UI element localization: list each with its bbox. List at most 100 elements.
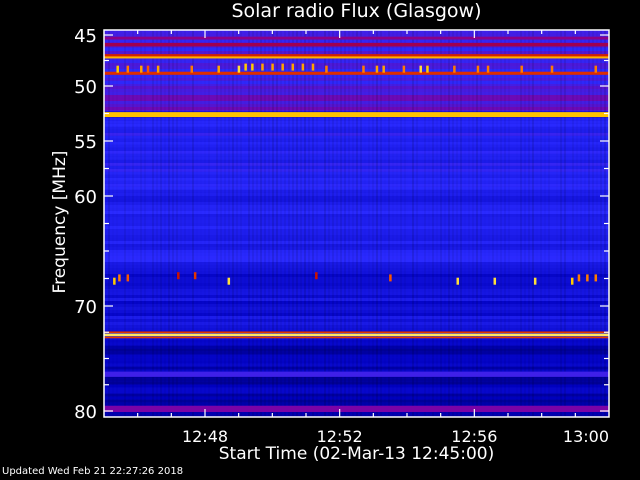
burst-mark [389,274,392,282]
noise-column [460,30,462,417]
background-row [104,235,609,238]
burst-mark [382,65,385,73]
noise-column [528,30,530,417]
background-row [104,348,609,352]
background-row [104,177,609,181]
background-row [104,399,609,403]
background-row [104,411,609,415]
background-row [104,402,609,406]
burst-mark [570,277,574,285]
noise-column [144,30,146,417]
background-row [104,78,609,81]
y-axis-label: Frequency [MHz] [50,150,70,294]
burst-mark [315,272,318,280]
background-row [104,369,609,373]
noise-column [344,30,346,417]
noise-column [248,30,250,417]
background-row [104,135,609,139]
background-row [104,289,609,292]
noise-column [280,30,282,417]
background-row [104,98,609,101]
background-row [104,250,609,253]
burst-mark [177,272,180,280]
background-row [104,390,609,394]
noise-column [468,30,470,417]
background-row [104,357,609,361]
background-row [104,226,609,229]
background-row [104,247,609,250]
background-row [104,205,609,208]
burst-mark [244,63,247,71]
background-row [104,274,609,277]
frequency-band [104,336,609,339]
chart-title: Solar radio Flux (Glasgow) [231,0,482,22]
noise-column [452,30,454,417]
noise-column [236,30,238,417]
background-row [104,223,609,226]
noise-column [172,30,174,417]
noise-column [600,30,602,417]
background-row [104,271,609,274]
background-row [104,238,609,241]
noise-column [352,30,354,417]
noise-column [176,30,178,417]
x-tick-label: 12:48 [182,427,228,446]
noise-column [316,30,318,417]
background-row [104,265,609,268]
background-row [104,159,609,163]
background-row [104,199,609,202]
noise-column [124,30,126,417]
background-row [104,241,609,244]
burst-mark [237,65,241,73]
burst-mark [520,65,523,73]
noise-column [412,30,414,417]
background-row [104,33,609,36]
noise-column [500,30,502,417]
noise-column [548,30,550,417]
noise-column [388,30,390,417]
noise-column [480,30,482,417]
background-row [104,262,609,265]
background-row [104,156,609,160]
background-row [104,48,609,51]
y-tick-label: 60 [74,187,97,208]
background-row [104,351,609,355]
noise-column [596,30,598,417]
noise-column [284,30,286,417]
background-row [104,319,609,322]
noise-column [256,30,258,417]
background-row [104,192,609,196]
noise-column [340,30,342,417]
background-row [104,95,609,98]
background-row [104,30,609,33]
background-row [104,229,609,232]
burst-mark [577,274,581,282]
noise-column [204,30,206,417]
noise-column [496,30,498,417]
background-row [104,304,609,307]
noise-column [116,30,118,417]
noise-column [312,30,314,417]
noise-column [128,30,130,417]
y-tick-label: 50 [74,77,97,98]
noise-column [396,30,398,417]
background-row [104,45,609,48]
background-row [104,256,609,259]
noise-column [364,30,366,417]
background-row [104,277,609,280]
burst-mark [594,274,598,282]
burst-mark [301,63,305,71]
x-axis-label: Start Time (02-Mar-13 12:45:00) [218,444,495,464]
y-tick-label: 45 [74,26,97,47]
burst-mark [476,65,480,73]
background-row [104,101,609,104]
noise-column [444,30,446,417]
noise-column [112,30,114,417]
frequency-band [104,42,609,47]
noise-column [228,30,230,417]
background-row [104,366,609,370]
y-tick-label: 80 [74,402,97,423]
frequency-band [104,54,609,57]
noise-column [140,30,142,417]
frequency-band [104,71,609,75]
